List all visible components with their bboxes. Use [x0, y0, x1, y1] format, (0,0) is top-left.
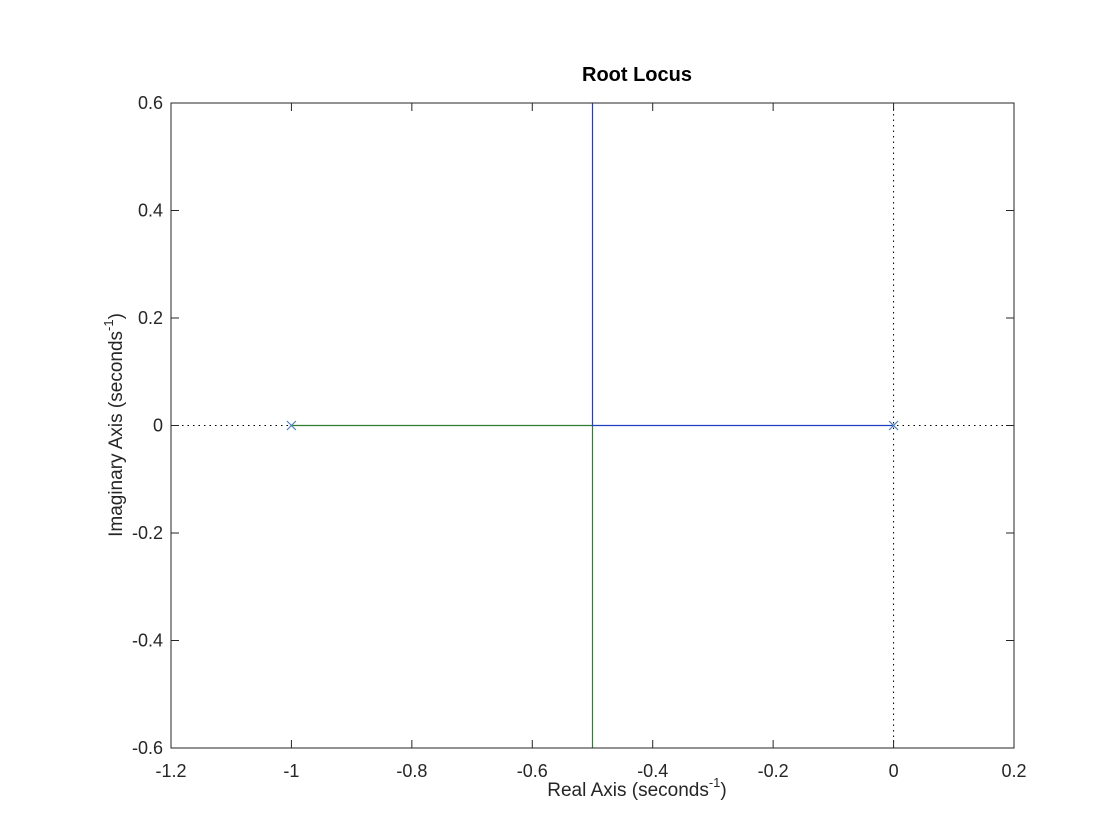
y-axis-title-superscript: -1: [101, 319, 116, 331]
y-tick-label: -0.6: [132, 738, 163, 758]
y-tick-label: -0.4: [132, 631, 163, 651]
pole-markers: [286, 420, 899, 431]
y-tick-labels: -0.6 -0.4 -0.2 0 0.2 0.4 0.6: [132, 93, 163, 758]
locus-branch-2: [591, 103, 894, 427]
x-axis-title-text: Real Axis (seconds: [547, 780, 709, 801]
y-tick-label: 0.6: [138, 93, 163, 113]
chart-title: Root Locus: [582, 64, 692, 86]
x-tick-label: 0: [889, 761, 899, 781]
x-tick-label: -1: [283, 761, 299, 781]
y-tick-label: 0: [153, 416, 163, 436]
x-axis-title-superscript: -1: [709, 775, 721, 790]
y-axis-title: Imaginary Axis (seconds-1): [101, 313, 127, 537]
x-axis-title: Real Axis (seconds-1): [547, 775, 726, 801]
y-axis-title-suffix: ): [106, 313, 127, 319]
pole-marker: [286, 420, 297, 431]
x-tick-label: -1.2: [155, 761, 186, 781]
x-axis-title-suffix: ): [720, 780, 726, 801]
y-tick-label: 0.2: [138, 308, 163, 328]
x-tick-label: -0.8: [396, 761, 427, 781]
x-tick-label: -0.4: [637, 761, 668, 781]
x-tick-label: -0.6: [517, 761, 548, 781]
x-tick-label: -0.2: [758, 761, 789, 781]
pole-marker: [888, 420, 899, 431]
y-axis-title-text: Imaginary Axis (seconds: [106, 331, 127, 537]
x-tick-labels: -1.2 -1 -0.8 -0.6 -0.4 -0.2 0 0.2: [155, 761, 1026, 781]
locus-branches: [291, 103, 894, 748]
y-tick-label: -0.2: [132, 523, 163, 543]
axis-ticks: [170, 102, 1015, 749]
x-tick-label: 0.2: [1001, 761, 1026, 781]
y-tick-label: 0.4: [138, 201, 163, 221]
